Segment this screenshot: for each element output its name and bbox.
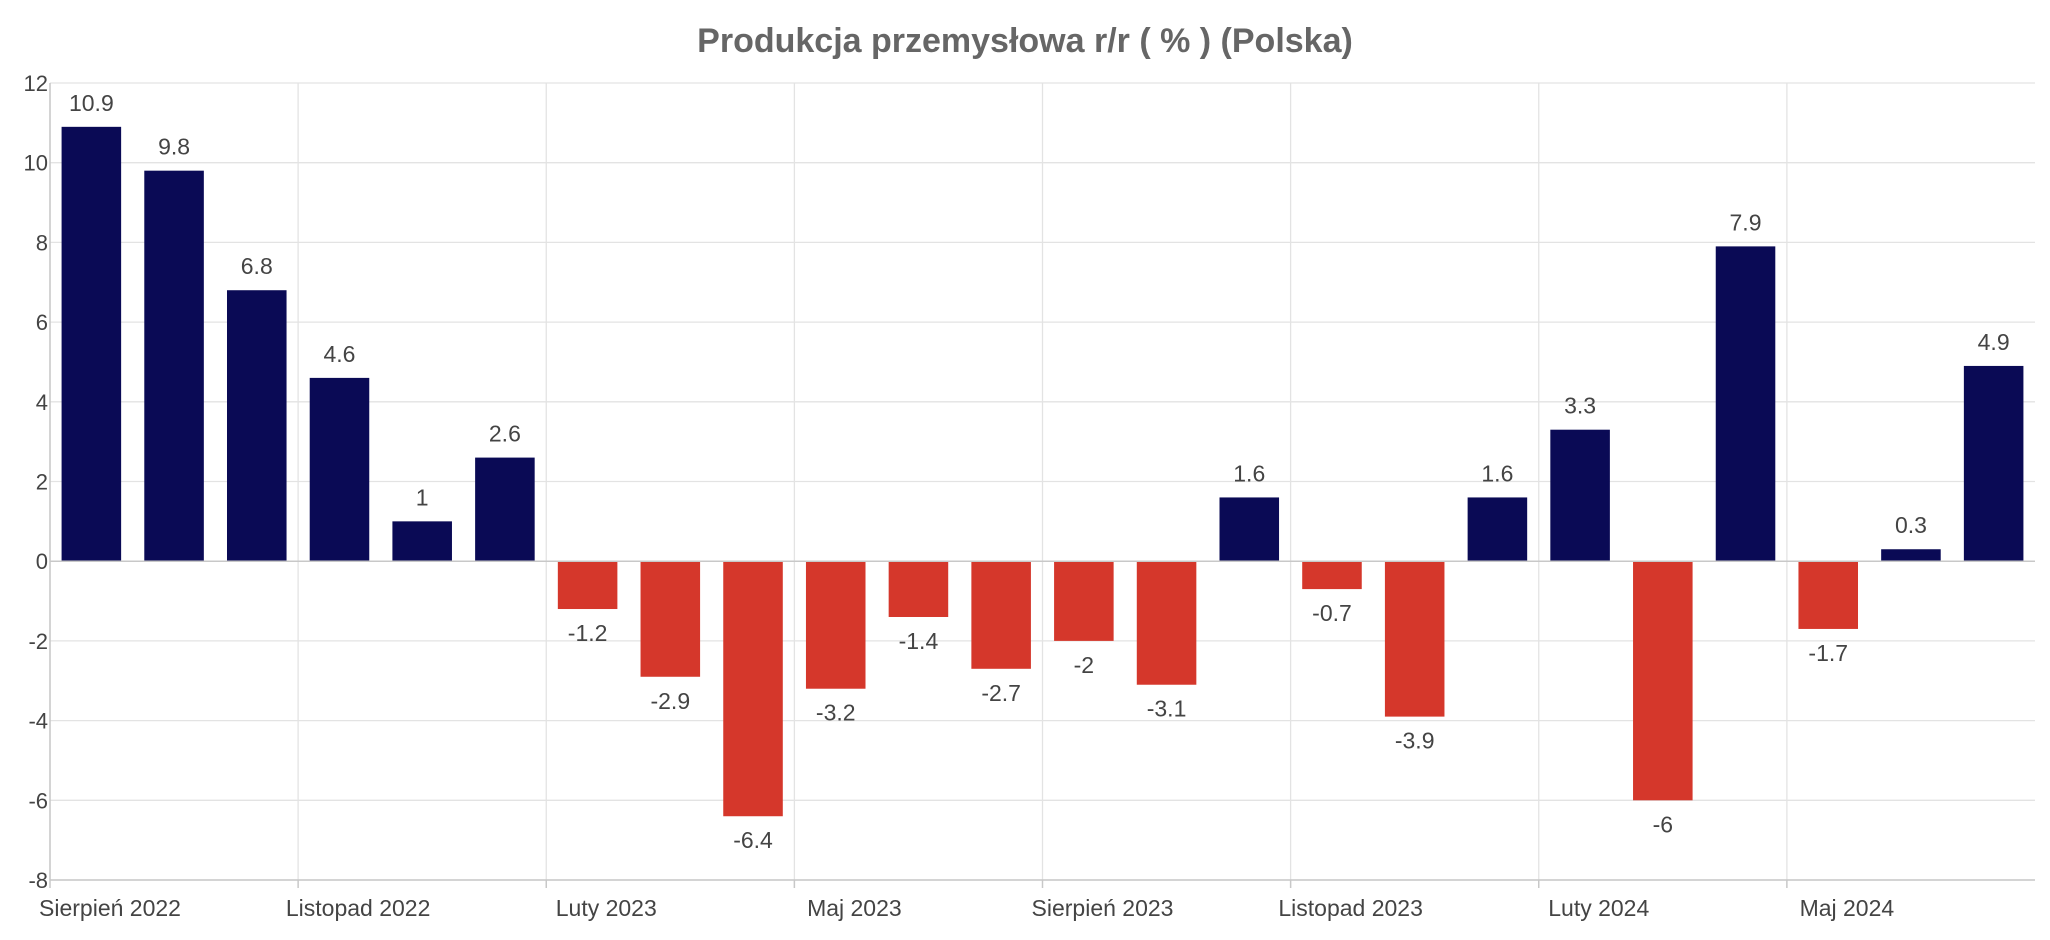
bar [1798,561,1859,629]
y-tick-label: -2 [28,629,48,654]
bar [1963,365,2024,562]
bar [971,561,1031,669]
y-tick-label: -6 [28,788,48,813]
bar [226,290,287,562]
bar [1633,561,1693,801]
bar-data-label: -2.9 [650,688,690,714]
bar [144,170,204,562]
bar-data-label: -3.9 [1395,728,1435,754]
bar-data-label: 4.9 [1978,329,2010,355]
bar-data-label: -1.7 [1808,640,1848,666]
bar [640,561,701,677]
bar-data-label: 2.6 [489,421,521,447]
bar-data-label: 1.6 [1233,460,1265,486]
bar-data-label: 9.8 [158,134,190,160]
bar-data-label: -1.4 [899,628,939,654]
bar [1715,246,1776,562]
bar [1881,549,1941,562]
bar [557,561,618,610]
bar-data-label: -3.2 [816,700,856,726]
x-tick-label: Luty 2024 [1548,895,1649,921]
x-tick-label: Listopad 2022 [286,895,431,921]
bar [1550,429,1610,562]
bar-data-label: 4.6 [323,341,355,367]
bar-data-label: -3.1 [1147,696,1187,722]
bar-data-label: -6 [1653,811,1673,837]
y-tick-label: 10 [24,151,48,176]
bar [1302,561,1362,590]
chart-title: Produkcja przemysłowa r/r ( % ) (Polska) [697,22,1353,60]
y-tick-label: -4 [28,709,48,734]
bar-data-label: 6.8 [241,253,273,279]
x-tick-label: Listopad 2023 [1278,895,1423,921]
y-tick-label: 0 [36,549,48,574]
x-tick-label: Sierpień 2022 [39,895,181,921]
y-tick-label: 12 [24,71,48,96]
bar-data-label: -1.2 [568,620,608,646]
bar-data-label: 0.3 [1895,512,1927,538]
bar [1136,561,1197,685]
bar-data-label: 10.9 [69,90,114,116]
x-tick-label: Maj 2023 [807,895,902,921]
bar [61,126,122,562]
bar [1054,561,1114,641]
bar [1384,561,1445,717]
bar [723,561,783,817]
bar [1219,497,1280,562]
bar [309,377,370,562]
y-tick-label: 4 [36,390,48,415]
bars-layer [61,126,2024,817]
data-labels-layer: 10.9 9.8 6.8 4.6 1 2.6 -1.2 -2.9 -6.4 -3.2 -1.4 -2.… [69,90,2010,853]
bar-data-label: 1 [416,484,429,510]
bar-data-label: 1.6 [1481,460,1513,486]
x-tick-label: Sierpień 2023 [1032,895,1174,921]
bar [475,457,535,562]
bar [392,521,452,562]
x-tick-label: Maj 2024 [1800,895,1895,921]
y-tick-label: -8 [28,868,48,893]
y-tick-label: 8 [36,230,48,255]
x-tick-label: Luty 2023 [556,895,657,921]
bar [805,561,866,689]
bar-data-label: -0.7 [1312,600,1352,626]
bar-data-label: -6.4 [733,827,773,853]
y-tick-label: 2 [36,470,48,495]
bar-data-label: -2 [1074,652,1094,678]
bar-data-label: 3.3 [1564,393,1596,419]
bar-data-label: 7.9 [1730,209,1762,235]
bar [1467,497,1528,562]
bar-data-label: -2.7 [981,680,1021,706]
y-tick-label: 6 [36,310,48,335]
bar [888,561,949,617]
